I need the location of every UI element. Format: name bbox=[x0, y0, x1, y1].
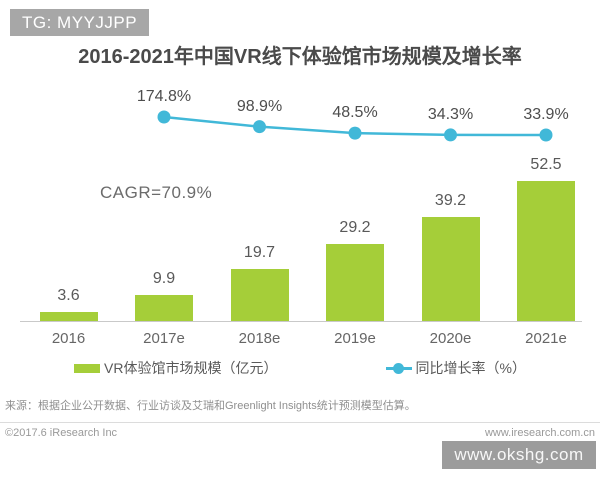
cagr-annotation: CAGR=70.9% bbox=[100, 183, 213, 202]
bar-value-label-2016: 3.6 bbox=[57, 286, 80, 304]
top-left-watermark-badge: TG: MYYJJPP bbox=[10, 9, 150, 36]
x-axis-label-2018e: 2018e bbox=[238, 330, 281, 347]
footer-divider bbox=[0, 422, 600, 423]
growth-rate-label-2018e: 98.9% bbox=[236, 97, 283, 115]
x-axis-label-2016: 2016 bbox=[51, 330, 86, 347]
legend-label-market-size: VR体验馆市场规模（亿元） bbox=[104, 360, 278, 376]
legend-item-market-size: VR体验馆市场规模（亿元） bbox=[74, 358, 278, 378]
legend-label-growth-rate: 同比增长率（%） bbox=[415, 360, 526, 376]
bar-value-label-2021e: 52.5 bbox=[530, 156, 562, 174]
growth-rate-label-2021e: 33.9% bbox=[523, 105, 569, 123]
bar-value-label-2018e: 19.7 bbox=[243, 243, 276, 261]
x-axis-label-2020e: 2020e bbox=[429, 330, 472, 347]
bar-value-label-2020e: 39.2 bbox=[434, 191, 467, 209]
legend-item-growth-rate: 同比增长率（%） bbox=[385, 358, 526, 378]
source-note: 来源：根据企业公开数据、行业访谈及艾瑞和Greenlight Insights统… bbox=[5, 400, 416, 412]
footer-bar: ©2017.6 iResearch Inc www.iresearch.com.… bbox=[5, 427, 595, 439]
x-axis-label-2019e: 2019e bbox=[334, 330, 376, 347]
bar-value-label-2019e: 29.2 bbox=[339, 218, 371, 236]
chart-legend: VR体验馆市场规模（亿元） 同比增长率（%） bbox=[0, 358, 600, 378]
bar-2019e bbox=[326, 243, 384, 322]
copyright-text: ©2017.6 iResearch Inc bbox=[5, 427, 118, 439]
bar-2021e bbox=[517, 181, 575, 322]
growth-rate-label-2020e: 34.3% bbox=[427, 105, 474, 123]
x-axis-label-2017e: 2017e bbox=[143, 330, 185, 347]
chart-title: 2016-2021年中国VR线下体验馆市场规模及增长率 bbox=[78, 46, 522, 68]
iresearch-url-text: www.iresearch.com.cn bbox=[484, 427, 595, 439]
bar-2018e bbox=[230, 268, 289, 322]
bottom-right-watermark: www.okshg.com bbox=[442, 441, 596, 469]
bar-2017e bbox=[135, 295, 193, 322]
bar-2020e bbox=[421, 216, 480, 322]
line-series-marker-icon bbox=[385, 362, 412, 374]
x-axis-line bbox=[20, 321, 582, 322]
growth-rate-label-2017e: 174.8% bbox=[136, 87, 192, 105]
bar-series-swatch-icon bbox=[74, 363, 101, 373]
x-axis-label-2021e: 2021e bbox=[525, 330, 567, 347]
bar-2016 bbox=[39, 311, 98, 322]
growth-rate-label-2019e: 48.5% bbox=[332, 104, 378, 122]
bar-value-label-2017e: 9.9 bbox=[152, 270, 176, 288]
